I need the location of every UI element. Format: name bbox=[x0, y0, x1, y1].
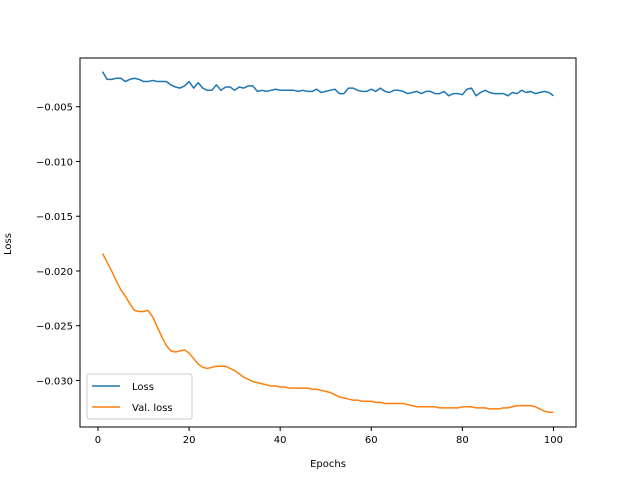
plot-area bbox=[80, 58, 576, 427]
y-tick-label: −0.005 bbox=[36, 103, 73, 114]
legend-label-val-loss: Val. loss bbox=[132, 403, 173, 414]
x-tick-label: 20 bbox=[183, 435, 196, 446]
y-axis-label: Loss bbox=[3, 233, 14, 255]
x-axis-ticks: 0 20 40 60 80 100 bbox=[95, 427, 563, 446]
plot-frame bbox=[79, 57, 577, 428]
x-tick-label: 100 bbox=[544, 435, 563, 446]
y-tick-label: −0.030 bbox=[36, 376, 73, 387]
series-line-val-loss bbox=[101, 253, 554, 413]
y-tick-label: −0.015 bbox=[36, 212, 73, 223]
x-tick-label: 0 bbox=[95, 435, 101, 446]
x-tick-label: 60 bbox=[365, 435, 378, 446]
series-layer bbox=[101, 71, 554, 413]
legend-label-loss: Loss bbox=[132, 382, 154, 393]
x-axis-label: Epochs bbox=[310, 459, 346, 470]
series-line-loss bbox=[101, 71, 554, 97]
legend: Loss Val. loss bbox=[86, 373, 193, 420]
y-tick-label: −0.020 bbox=[36, 267, 73, 278]
x-tick-label: 80 bbox=[456, 435, 469, 446]
x-tick-label: 40 bbox=[274, 435, 287, 446]
y-tick-label: −0.025 bbox=[36, 322, 73, 333]
y-tick-label: −0.010 bbox=[36, 157, 73, 168]
y-axis-ticks: −0.005 −0.010 −0.015 −0.020 −0.025 −0.030 bbox=[36, 103, 80, 387]
